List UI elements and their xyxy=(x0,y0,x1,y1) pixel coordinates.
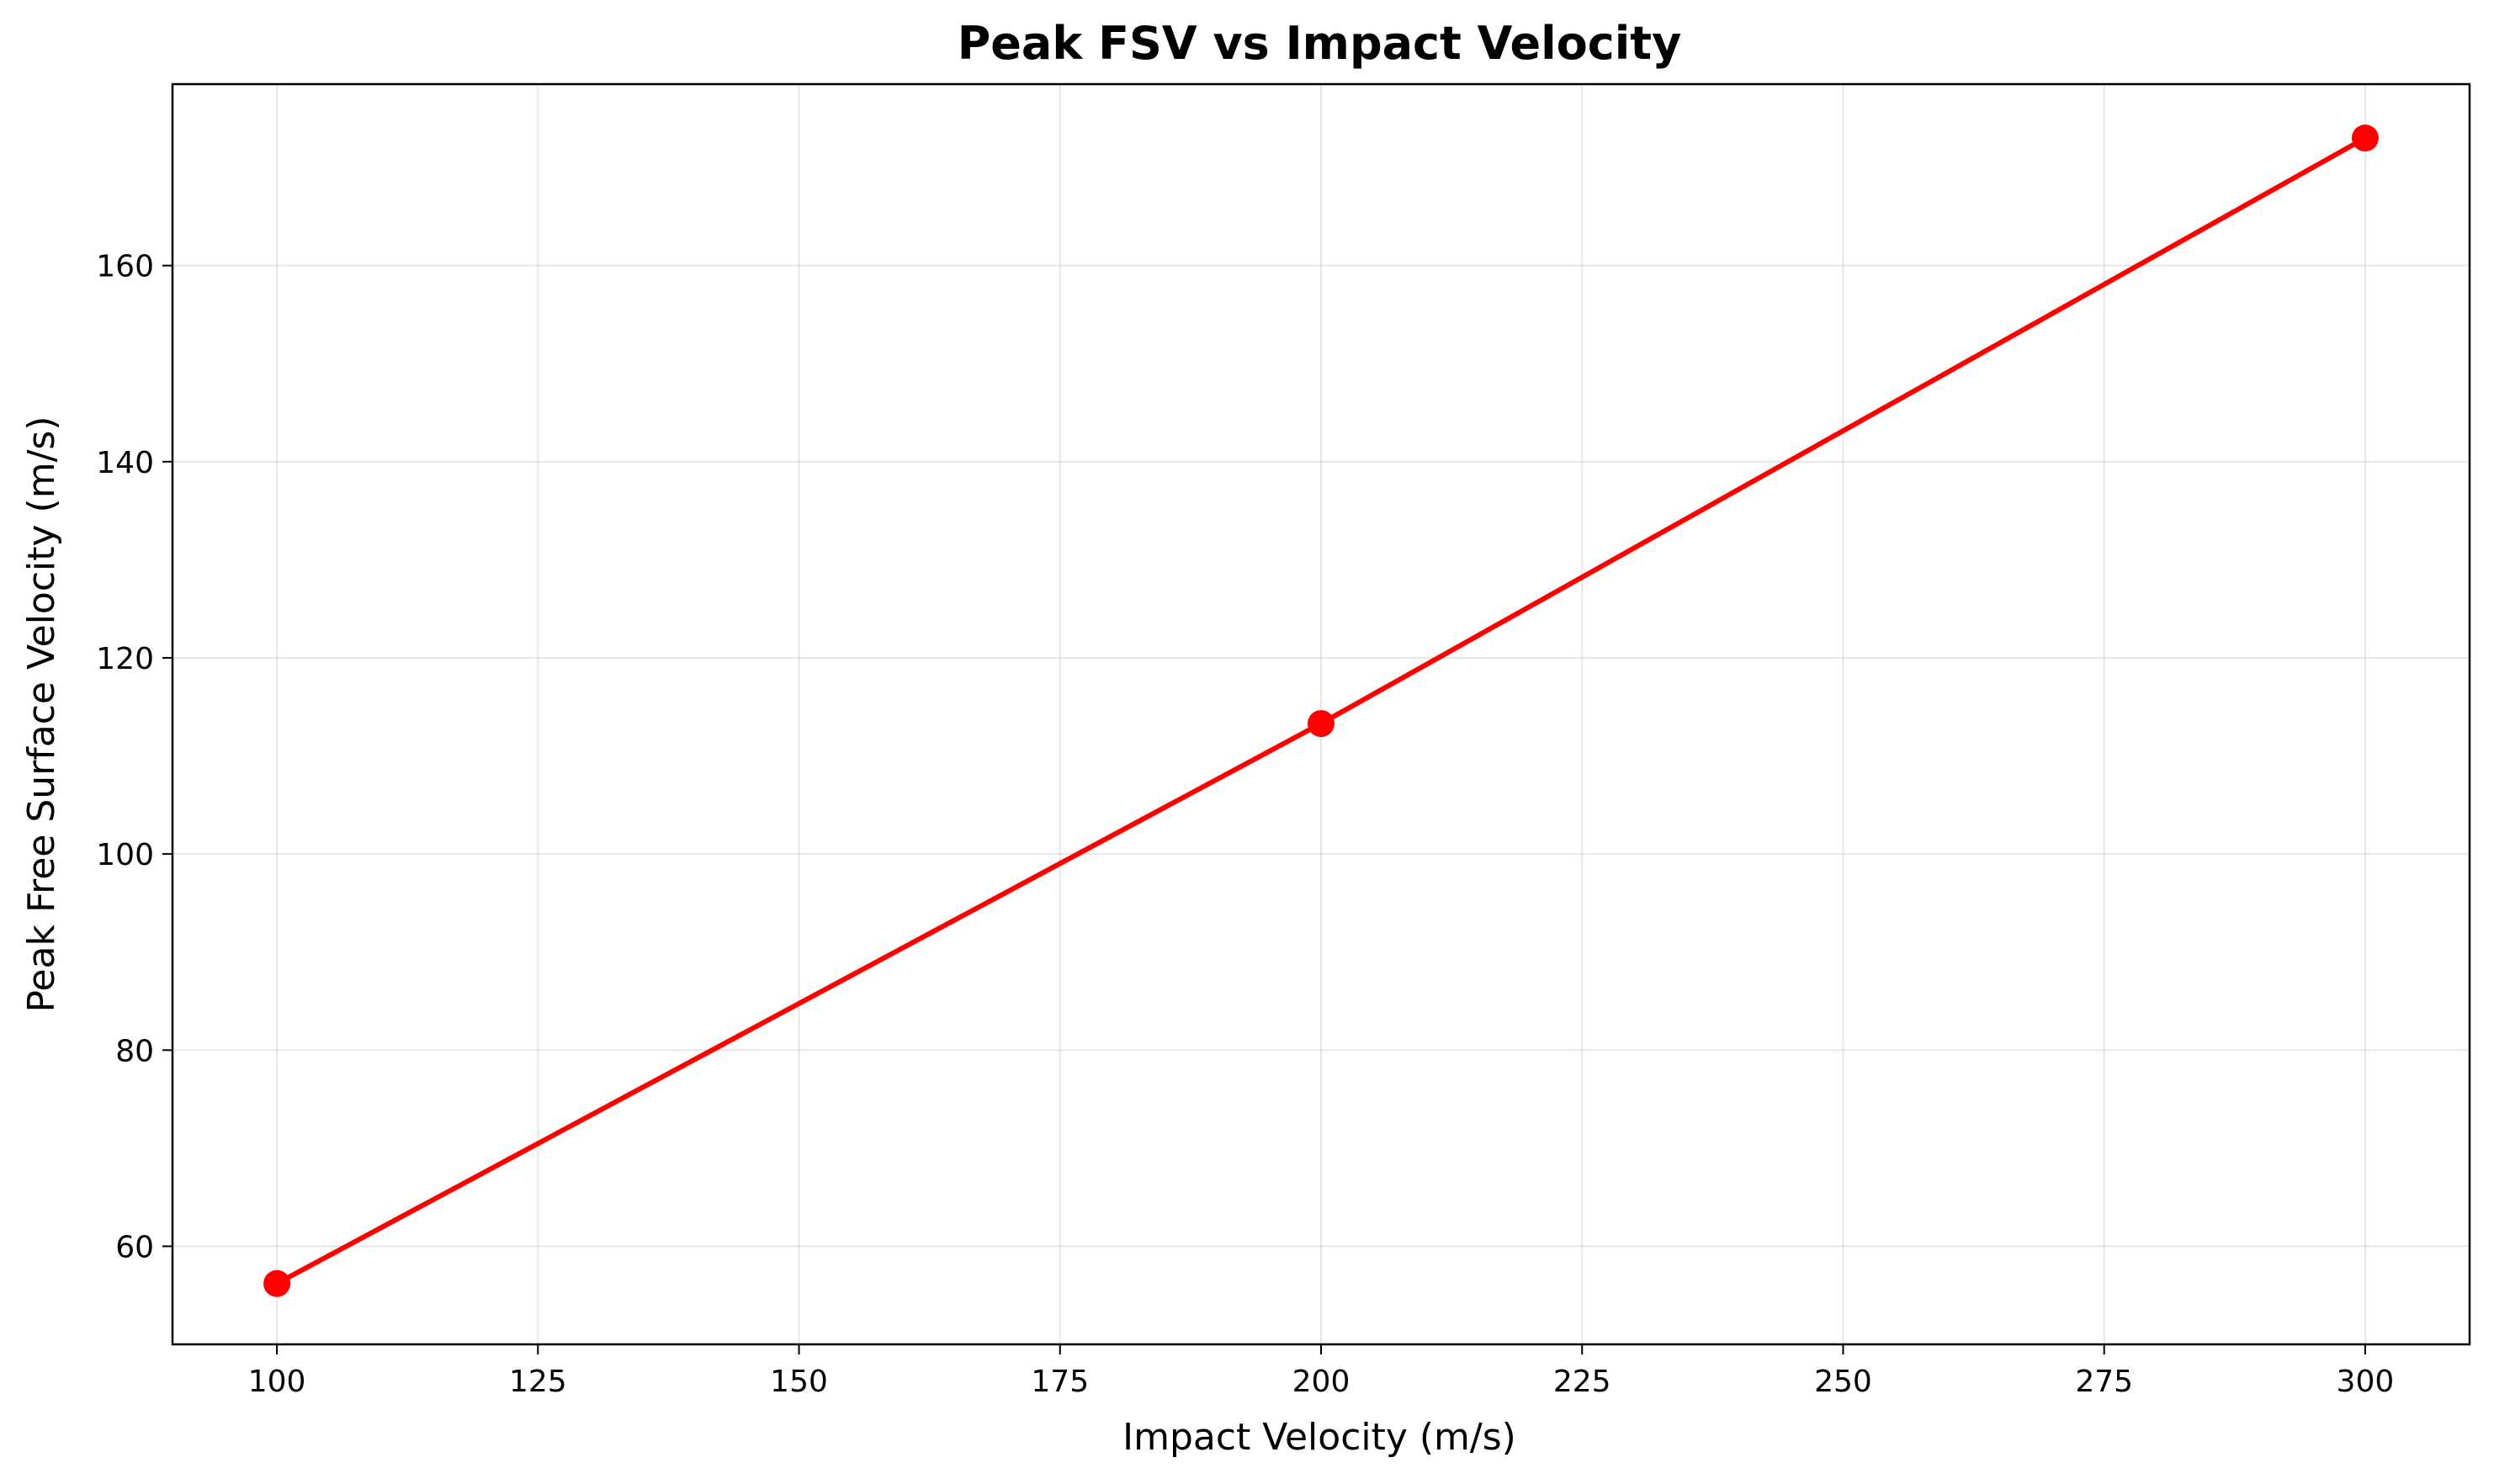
axis-ticks: 100 125 150 175 200 225 250 275 300 60 80 100 120 140… xyxy=(96,250,2394,1399)
series-layer xyxy=(263,125,2379,1297)
x-tick-label: 225 xyxy=(1553,1365,1611,1399)
y-tick-label: 120 xyxy=(96,642,154,676)
y-tick-label: 100 xyxy=(96,838,154,872)
grid-lines xyxy=(172,84,2470,1344)
y-tick-label: 80 xyxy=(115,1034,154,1068)
x-tick-label: 275 xyxy=(2075,1365,2133,1399)
x-axis-label: Impact Velocity (m/s) xyxy=(1122,1416,1516,1459)
x-tick-label: 150 xyxy=(770,1365,828,1399)
x-tick-label: 125 xyxy=(509,1365,567,1399)
data-point xyxy=(2351,125,2379,152)
chart-title: Peak FSV vs Impact Velocity xyxy=(958,17,1682,70)
y-axis-label: Peak Free Surface Velocity (m/s) xyxy=(20,416,63,1013)
y-tick-label: 60 xyxy=(115,1230,154,1264)
data-point xyxy=(263,1269,291,1297)
data-point xyxy=(1308,710,1335,738)
x-tick-label: 300 xyxy=(2337,1365,2395,1399)
x-tick-label: 250 xyxy=(1814,1365,1872,1399)
x-tick-label: 100 xyxy=(248,1365,306,1399)
x-tick-label: 175 xyxy=(1031,1365,1089,1399)
y-tick-label: 160 xyxy=(96,250,154,284)
y-tick-label: 140 xyxy=(96,446,154,480)
x-tick-label: 200 xyxy=(1292,1365,1350,1399)
